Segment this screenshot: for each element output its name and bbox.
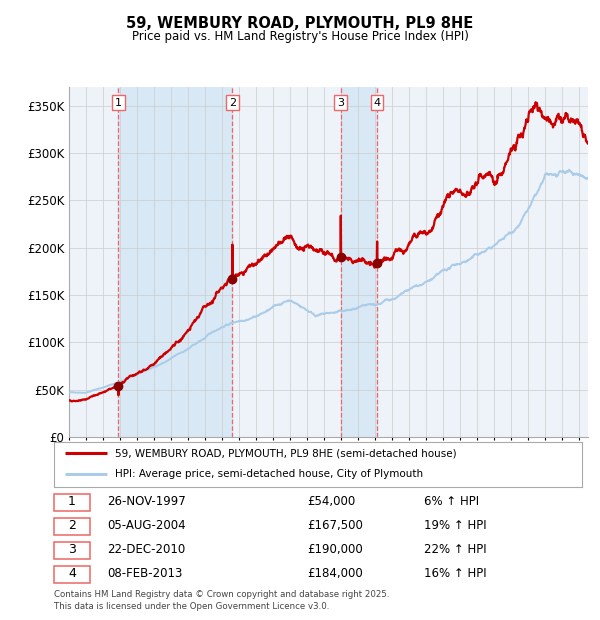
Text: 22% ↑ HPI: 22% ↑ HPI [424,543,486,556]
Bar [118,87,232,437]
Text: 4: 4 [68,567,76,580]
Text: 26-NOV-1997: 26-NOV-1997 [107,495,185,508]
Text: 59, WEMBURY ROAD, PLYMOUTH, PL9 8HE: 59, WEMBURY ROAD, PLYMOUTH, PL9 8HE [127,16,473,30]
Text: 59, WEMBURY ROAD, PLYMOUTH, PL9 8HE (semi-detached house): 59, WEMBURY ROAD, PLYMOUTH, PL9 8HE (sem… [115,448,457,458]
Text: 1: 1 [115,97,122,107]
Text: 19% ↑ HPI: 19% ↑ HPI [424,520,486,533]
Text: 2: 2 [229,97,236,107]
Text: £184,000: £184,000 [307,567,363,580]
Text: £190,000: £190,000 [307,543,363,556]
Bar [341,87,377,437]
Text: Price paid vs. HM Land Registry's House Price Index (HPI): Price paid vs. HM Land Registry's House … [131,30,469,43]
Text: 2: 2 [68,520,76,533]
FancyBboxPatch shape [54,542,90,559]
Text: 3: 3 [337,97,344,107]
Text: £54,000: £54,000 [307,495,356,508]
Text: 4: 4 [373,97,380,107]
Text: 6% ↑ HPI: 6% ↑ HPI [424,495,479,508]
Text: HPI: Average price, semi-detached house, City of Plymouth: HPI: Average price, semi-detached house,… [115,469,423,479]
Text: 05-AUG-2004: 05-AUG-2004 [107,520,185,533]
Text: 22-DEC-2010: 22-DEC-2010 [107,543,185,556]
Text: Contains HM Land Registry data © Crown copyright and database right 2025.
This d: Contains HM Land Registry data © Crown c… [54,590,389,611]
Text: £167,500: £167,500 [307,520,364,533]
FancyBboxPatch shape [54,494,90,511]
Text: 08-FEB-2013: 08-FEB-2013 [107,567,182,580]
FancyBboxPatch shape [54,565,90,583]
Text: 1: 1 [68,495,76,508]
Text: 16% ↑ HPI: 16% ↑ HPI [424,567,486,580]
Text: 3: 3 [68,543,76,556]
FancyBboxPatch shape [54,518,90,535]
